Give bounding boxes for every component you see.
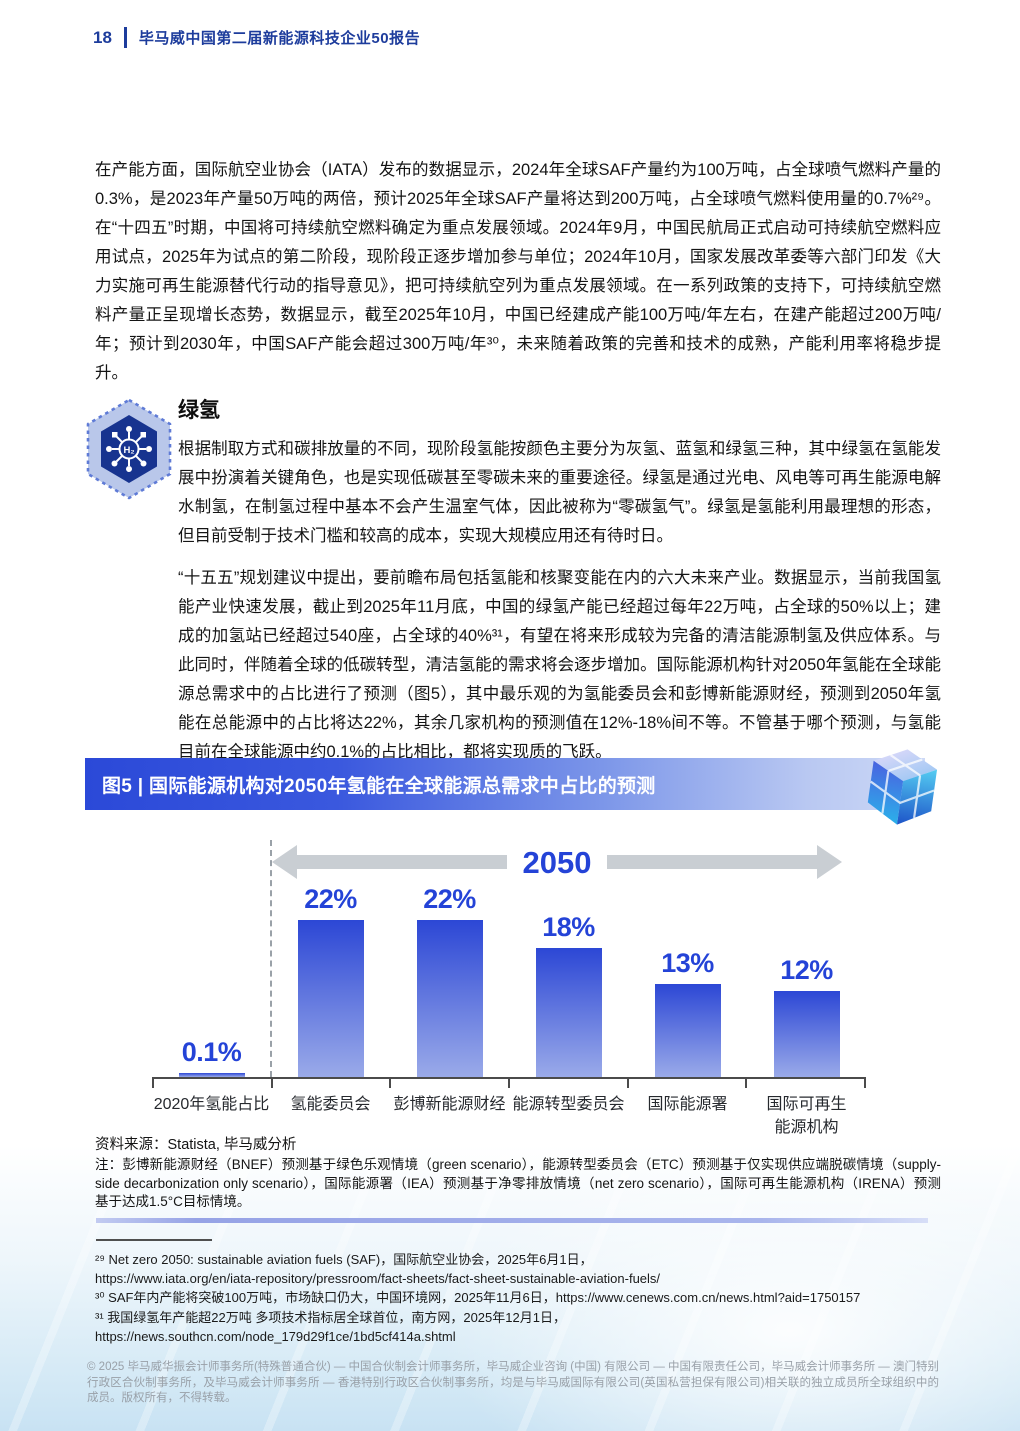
footnote-30[interactable]: ³⁰ SAF年内产能将突破100万吨，市场缺口仍大，中国环境网，2025年11月… <box>95 1290 861 1306</box>
axis-tick <box>508 1079 627 1088</box>
category-label: 氢能委员会 <box>290 1096 371 1113</box>
intro-paragraph: 在产能方面，国际航空业协会（IATA）发布的数据显示，2024年全球SAF产量约… <box>95 161 941 382</box>
copyright-footer: © 2025 毕马威华振会计师事务所(特殊普通合伙) — 中国合伙制会计师事务所… <box>87 1361 939 1404</box>
bar <box>297 920 364 1077</box>
footnote-rule <box>96 1239 212 1241</box>
header-divider <box>123 27 127 48</box>
svg-text:H₂: H₂ <box>123 445 134 456</box>
chart-column: 22% <box>390 884 509 1077</box>
bar-value-label: 12% <box>780 955 833 985</box>
footnotes: ²⁹ Net zero 2050: sustainable aviation f… <box>95 1250 943 1346</box>
category-label: 彭博新能源财经 <box>393 1096 506 1113</box>
chart-note: 注：彭博新能源财经（BNEF）预测基于绿色乐观情境（green scenario… <box>95 1157 941 1209</box>
footnote-31: ³¹ 我国绿氢年产能超22万吨 多项技术指标居全球首位，南方网，2025年12月… <box>95 1309 566 1325</box>
figure-title: 图5 | 国际能源机构对2050年氢能在全球能源总需求中占比的预测 <box>102 775 656 797</box>
gradient-divider <box>96 1218 928 1223</box>
arrow-shaft <box>607 855 817 869</box>
section-content: 绿氢 根据制取方式和碳排放量的不同，现阶段氢能按颜色主要分为灰氢、蓝氢和绿氢三种… <box>178 394 941 767</box>
section-paragraph-2: “十五五”规划建议中提出，要前瞻布局包括氢能和核聚变能在内的六大未来产业。数据显… <box>178 569 941 761</box>
timeline-year-label: 2050 <box>522 844 592 880</box>
bar-value-label: 13% <box>661 948 714 978</box>
chart-dashed-separator <box>270 840 272 1077</box>
axis-tick <box>389 1079 508 1088</box>
chart-category-labels: 2020年氢能占比 氢能委员会 彭博新能源财经 能源转型委员会 国际能源署 国际可再生 能… <box>152 1093 866 1139</box>
section-title: 绿氢 <box>178 399 220 422</box>
chart-column: 0.1% <box>152 1037 271 1077</box>
arrow-shaft <box>297 855 507 869</box>
chart-column: 18% <box>509 912 628 1077</box>
chart-column: 22% <box>271 884 390 1077</box>
axis-tick <box>270 1079 390 1088</box>
timeline-arrow: 2050 <box>272 845 842 879</box>
page-header: 18 毕马威中国第二届新能源科技企业50报告 <box>93 27 420 48</box>
chart-plot-area: 2050 0.1% 22% 22% 18% 13% 12% <box>152 838 866 1077</box>
bar-chart: 2050 0.1% 22% 22% 18% 13% 12% 2020年氢能占比 氢能委员会 彭… <box>152 838 866 1139</box>
figure-banner: 图5 | 国际能源机构对2050年氢能在全球能源总需求中占比的预测 <box>85 758 925 810</box>
axis-tick <box>626 1079 746 1088</box>
category-label: 2020年氢能占比 <box>153 1096 270 1113</box>
chart-columns: 0.1% 22% 22% 18% 13% 12% <box>152 838 866 1077</box>
category-label: 能源转型委员会 <box>512 1096 625 1113</box>
category-label: 国际可再生 能源机构 <box>766 1096 847 1136</box>
bar <box>535 948 602 1077</box>
footnote-29: ²⁹ Net zero 2050: sustainable aviation f… <box>95 1252 593 1267</box>
bar-value-label: 22% <box>304 884 357 914</box>
report-title: 毕马威中国第二届新能源科技企业50报告 <box>138 30 421 47</box>
section-paragraph-1: 根据制取方式和碳排放量的不同，现阶段氢能按颜色主要分为灰氢、蓝氢和绿氢三种，其中… <box>178 440 941 545</box>
bar-value-label: 22% <box>423 884 476 914</box>
bar-value-label: 18% <box>542 912 595 942</box>
axis-tick <box>152 1079 271 1088</box>
bar <box>654 984 721 1077</box>
bar <box>773 991 840 1077</box>
chart-axis-baseline <box>152 1077 866 1088</box>
bar <box>178 1073 245 1077</box>
category-label: 国际能源署 <box>647 1096 728 1113</box>
arrow-left-head-icon <box>272 845 297 879</box>
footnote-31-link[interactable]: https://news.southcn.com/node_179d29f1ce… <box>95 1328 456 1344</box>
chart-source: 资料来源：Statista, 毕马威分析 <box>95 1137 297 1153</box>
blue-glass-cube-icon <box>864 743 940 835</box>
arrow-right-head-icon <box>817 845 842 879</box>
section-green-hydrogen: H₂ 绿氢 根据制取方式和碳排放量的不同，现阶段氢能按颜色主要分为灰氢、蓝氢和绿… <box>85 394 941 767</box>
hydrogen-molecule-hexagon-icon: H₂ <box>85 398 173 500</box>
footnote-29-link[interactable]: https://www.iata.org/en/iata-repository/… <box>95 1271 661 1287</box>
chart-column: 13% <box>628 948 747 1077</box>
page-number: 18 <box>93 27 112 47</box>
axis-tick <box>745 1079 864 1088</box>
bar <box>416 920 483 1077</box>
chart-column: 12% <box>747 955 866 1077</box>
bar-value-label: 0.1% <box>181 1037 242 1067</box>
